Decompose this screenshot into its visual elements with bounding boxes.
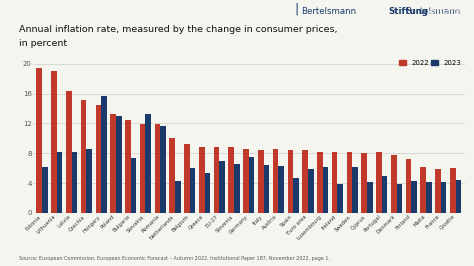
Bar [199,147,205,213]
Text: Bertelsmann: Bertelsmann [301,7,356,16]
Bar [332,152,337,213]
Bar [160,126,166,213]
Bar [66,91,72,213]
Bar [243,149,249,213]
Bar [81,100,86,213]
Bar [435,169,441,213]
Text: in percent: in percent [19,39,67,48]
Bar [441,181,447,213]
Text: Source: European Commission, European Economic Forecast – Autumn 2022, Instituti: Source: European Commission, European Ec… [19,256,330,261]
Bar [116,116,121,213]
Bar [57,152,63,213]
Bar [337,185,343,213]
Bar [101,96,107,213]
Bar [42,167,48,213]
Bar [86,149,92,213]
Legend: 2022, 2023: 2022, 2023 [399,60,461,66]
Text: Stiftung: Stiftung [389,7,428,16]
Bar [406,159,411,213]
Bar [397,184,402,213]
Bar [146,114,151,213]
Bar [96,105,101,213]
Bar [264,165,269,213]
Bar [382,176,387,213]
Bar [228,147,234,213]
Bar [376,152,382,213]
Bar [361,153,367,213]
Bar [346,152,352,213]
Bar [278,166,284,213]
Bar [219,161,225,213]
Bar [420,167,426,213]
Bar [110,114,116,213]
Bar [411,181,417,213]
Text: Bertelsmann: Bertelsmann [405,7,460,16]
Bar [293,178,299,213]
Bar [140,124,146,213]
Bar [36,68,42,213]
Bar [190,168,195,213]
Text: Annual inflation rate, measured by the change in consumer prices,: Annual inflation rate, measured by the c… [19,25,337,34]
Bar [51,71,57,213]
Bar [258,150,264,213]
Bar [175,181,181,213]
Bar [450,168,456,213]
Bar [302,150,308,213]
Bar [367,181,373,213]
Bar [169,138,175,213]
Bar [72,152,77,213]
Bar [317,152,323,213]
Bar [273,149,278,213]
Bar [125,120,131,213]
Bar [155,124,160,213]
Bar [249,157,255,213]
Bar [323,167,328,213]
Bar [391,155,397,213]
Bar [234,164,240,213]
Bar [456,180,461,213]
Bar [131,158,137,213]
Bar [205,173,210,213]
Bar [308,169,313,213]
Bar [288,150,293,213]
Bar [214,147,219,213]
Bar [426,181,432,213]
Text: |: | [295,3,299,16]
Bar [184,144,190,213]
Bar [352,167,358,213]
Text: BertelsmannStiftung: BertelsmannStiftung [371,7,460,16]
